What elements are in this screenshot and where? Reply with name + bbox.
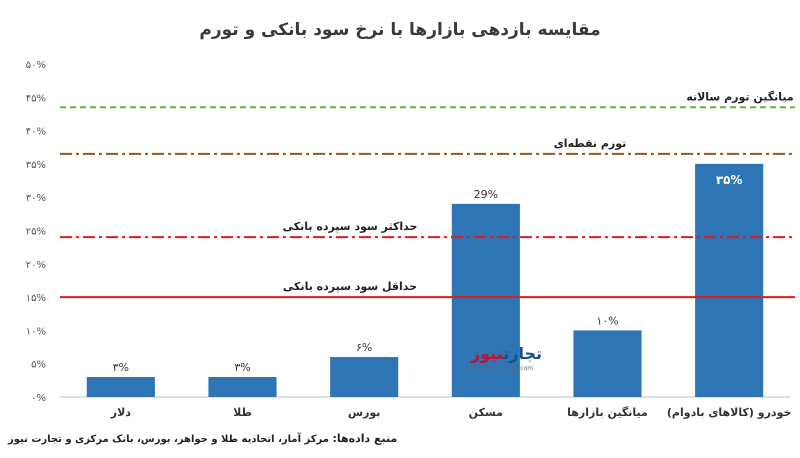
y-tick-label: ۴۰%: [26, 127, 46, 138]
chart-title: مقایسه بازدهی بازارها با نرخ سود بانکی و…: [199, 20, 601, 40]
bar: [330, 357, 399, 397]
reference-line-label: میانگین تورم سالانه: [686, 90, 793, 103]
logo-brand-main: تجارت: [503, 344, 542, 363]
data-label: ۱۰%: [596, 314, 618, 327]
x-tick-label: خودرو (کالاهای بادوام): [667, 406, 792, 419]
y-tick-label: ۴۵%: [26, 93, 46, 104]
logo-wordmark: تجارتنیوز: [458, 344, 542, 363]
data-label: ۳%: [113, 361, 129, 374]
y-tick-label: ۳۰%: [26, 193, 46, 204]
bar: [86, 377, 155, 397]
y-tick-label: ۵%: [31, 360, 46, 371]
reference-lines: میانگین تورم سالانه تورم نقطه‌ای حداکثر سو…: [60, 90, 795, 299]
source-text: مرکز آمار، اتحادیه طلا و جواهر، بورس، با…: [8, 434, 329, 445]
reference-line-label: حداقل سود سپرده بانکی: [283, 280, 417, 293]
logo-brand-accent: نیوز: [470, 344, 504, 363]
source-note: منبع داده‌ها: مرکز آمار، اتحادیه طلا و ج…: [8, 432, 397, 445]
y-tick-label: ۱۵%: [26, 293, 46, 304]
source-label: منبع داده‌ها:: [332, 432, 398, 445]
x-tick-label: دلار: [110, 406, 132, 419]
y-tick-label: ۵۰%: [26, 60, 46, 71]
data-label: 29%: [474, 188, 498, 201]
x-tick-label: بورس: [348, 406, 381, 419]
x-axis: دلار طلا بورس مسکن میانگین بازارها خودرو (کال…: [110, 406, 792, 419]
bars: ۳% ۳% ۶% 29% ۱۰% ۳۵%: [86, 163, 764, 397]
y-tick-label: ۲۵%: [26, 227, 46, 238]
data-label: ۶%: [356, 341, 372, 354]
bar: [695, 163, 764, 397]
bar: [208, 377, 277, 397]
x-tick-label: مسکن: [469, 406, 503, 419]
bar: [573, 330, 642, 397]
reference-line-label: حداکثر سود سپرده بانکی: [283, 220, 418, 233]
data-label: ۳۵%: [716, 173, 743, 187]
y-tick-label: ۱۰%: [26, 326, 46, 337]
x-tick-label: طلا: [233, 406, 252, 419]
logo-url: www.tejaratnews.com: [466, 365, 534, 372]
y-tick-label: ۳۵%: [26, 160, 46, 171]
bar: [451, 203, 520, 397]
data-label: ۳%: [234, 361, 250, 374]
reference-line-label: تورم نقطه‌ای: [554, 137, 627, 150]
y-tick-label: ۲۰%: [26, 260, 46, 271]
x-tick-label: میانگین بازارها: [567, 406, 648, 419]
y-tick-label: ۰%: [31, 393, 46, 404]
tejaratnews-logo: تجارتنیوز www.tejaratnews.com: [458, 344, 542, 376]
y-axis: ۰% ۵% ۱۰% ۱۵% ۲۰% ۲۵% ۳۰% ۳۵% ۴۰% ۴۵% ۵۰%: [26, 60, 790, 404]
